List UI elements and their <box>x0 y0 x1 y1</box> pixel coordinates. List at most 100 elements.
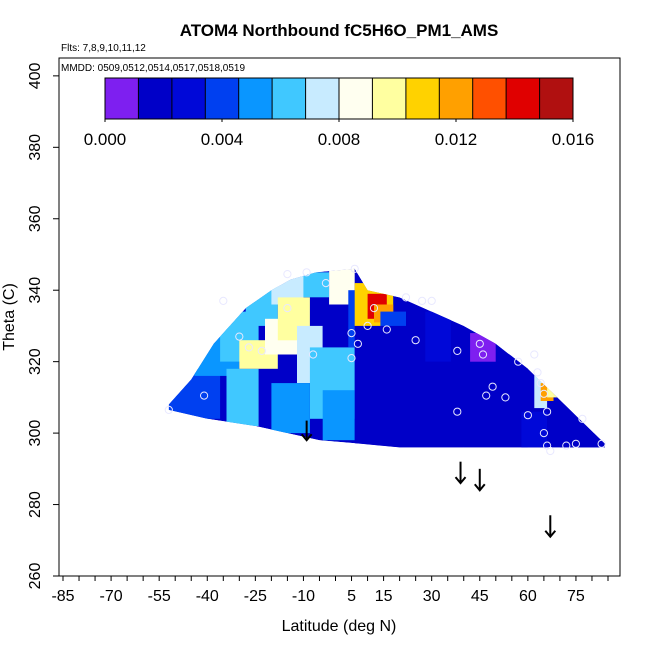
y-tick-label: 380 <box>27 134 44 161</box>
y-axis: 260 280 300 320 340 360 380 400 <box>27 62 59 589</box>
colorbar-segment <box>171 78 206 119</box>
sample-point <box>401 293 411 302</box>
sample-point <box>536 379 545 388</box>
sample-point <box>353 339 362 348</box>
heatmap-cell <box>425 311 451 362</box>
colorbar-segment <box>272 78 306 119</box>
x-tick-label: 30 <box>423 588 441 605</box>
colorbar-segment <box>539 78 574 119</box>
arrow-marker <box>300 420 313 442</box>
sample-point <box>475 339 484 348</box>
sample-point <box>501 393 510 402</box>
arrow-marker <box>544 515 557 539</box>
plot-frame <box>58 57 621 577</box>
x-tick-label: 5 <box>347 588 356 605</box>
x-axis: -85 -70 -55 -40 -25 -10 5 15 30 45 60 75 <box>51 576 609 605</box>
x-tick-label: -70 <box>100 588 123 605</box>
colorbar-segment <box>238 78 273 119</box>
sample-point <box>482 391 491 400</box>
plot-area <box>164 264 606 539</box>
sample-point <box>347 354 356 363</box>
x-tick-label: -10 <box>292 588 315 605</box>
x-tick-label: -55 <box>148 588 171 605</box>
sample-point <box>539 429 549 438</box>
x-tick-label: 75 <box>567 588 585 605</box>
sample-point <box>411 336 420 345</box>
y-tick-label: 320 <box>27 348 44 375</box>
colorbar-tick-label: 0.008 <box>318 130 361 149</box>
sample-point <box>488 382 497 391</box>
heatmap-cell <box>463 354 528 448</box>
sample-point <box>478 350 488 359</box>
x-tick-label: -25 <box>244 588 267 605</box>
colorbar-segment <box>339 78 373 119</box>
x-tick-label: -40 <box>196 588 219 605</box>
y-tick-label: 300 <box>27 420 44 447</box>
sample-point <box>321 279 330 288</box>
sample-point <box>543 407 552 416</box>
sample-point <box>219 296 228 305</box>
x-tick-label: 60 <box>519 588 537 605</box>
y-tick-label: 340 <box>27 277 44 304</box>
sample-point <box>283 304 292 313</box>
y-axis-label: Theta (C) <box>1 283 18 351</box>
sample-point <box>302 268 311 277</box>
y-tick-label: 260 <box>27 563 44 590</box>
sample-point <box>363 321 372 330</box>
sample-point <box>530 350 539 359</box>
colorbar-segment <box>305 78 340 119</box>
colorbar-segment <box>439 78 474 119</box>
sample-point <box>235 332 244 341</box>
heatmap-cell <box>303 272 329 298</box>
x-axis-label: Latitude (deg N) <box>282 618 397 635</box>
sample-point <box>283 270 292 279</box>
colorbar-segment <box>138 78 173 119</box>
sample-point <box>533 368 542 377</box>
heatmap-cell <box>559 433 605 448</box>
y-tick-label: 280 <box>27 491 44 518</box>
sample-point <box>539 389 549 398</box>
sample-point <box>350 264 359 273</box>
colorbar: 0.000 0.004 0.008 0.012 0.016 <box>84 77 595 149</box>
sample-point <box>562 441 571 450</box>
colorbar-segment <box>472 78 507 119</box>
heatmap-cell <box>322 390 355 441</box>
colorbar-segment <box>105 78 139 119</box>
sample-point <box>427 296 436 305</box>
colorbar-tick-label: 0.000 <box>84 130 127 149</box>
sample-point <box>571 439 581 448</box>
sample-point <box>418 296 427 305</box>
heatmap-cell <box>476 340 490 355</box>
heatmap-cell <box>271 383 310 434</box>
sample-point <box>369 304 379 313</box>
colorbar-segment <box>205 78 240 119</box>
sample-point <box>164 405 173 414</box>
arrow-marker <box>473 468 486 492</box>
colorbar-tick-label: 0.012 <box>435 130 478 149</box>
sample-point <box>200 391 209 400</box>
x-tick-label: 15 <box>375 588 393 605</box>
sample-point <box>578 414 587 423</box>
sample-point <box>257 346 266 355</box>
sample-point <box>514 357 523 366</box>
sample-point <box>543 441 552 450</box>
arrow-marker <box>454 461 467 485</box>
colorbar-segment <box>372 78 407 119</box>
colorbar-tick-label: 0.004 <box>201 130 244 149</box>
y-tick-label: 400 <box>27 62 44 89</box>
dates-note: MMDD: 0509,0512,0514,0517,0518,0519 <box>61 63 245 74</box>
sample-point <box>382 325 391 334</box>
colorbar-segment <box>506 78 540 119</box>
colorbar-tick-label: 0.016 <box>552 130 595 149</box>
sample-point <box>347 329 356 338</box>
x-tick-label: 45 <box>471 588 489 605</box>
heatmap-cell <box>226 368 259 426</box>
y-tick-label: 360 <box>27 205 44 232</box>
flights-note: Flts: 7,8,9,10,11,12 <box>61 43 146 54</box>
x-tick-label: -85 <box>51 588 74 605</box>
sample-point <box>453 407 462 416</box>
colorbar-segment <box>405 78 440 119</box>
sample-point <box>309 350 318 359</box>
chart-title: ATOM4 Northbound fC5H6O_PM1_AMS <box>180 21 499 40</box>
